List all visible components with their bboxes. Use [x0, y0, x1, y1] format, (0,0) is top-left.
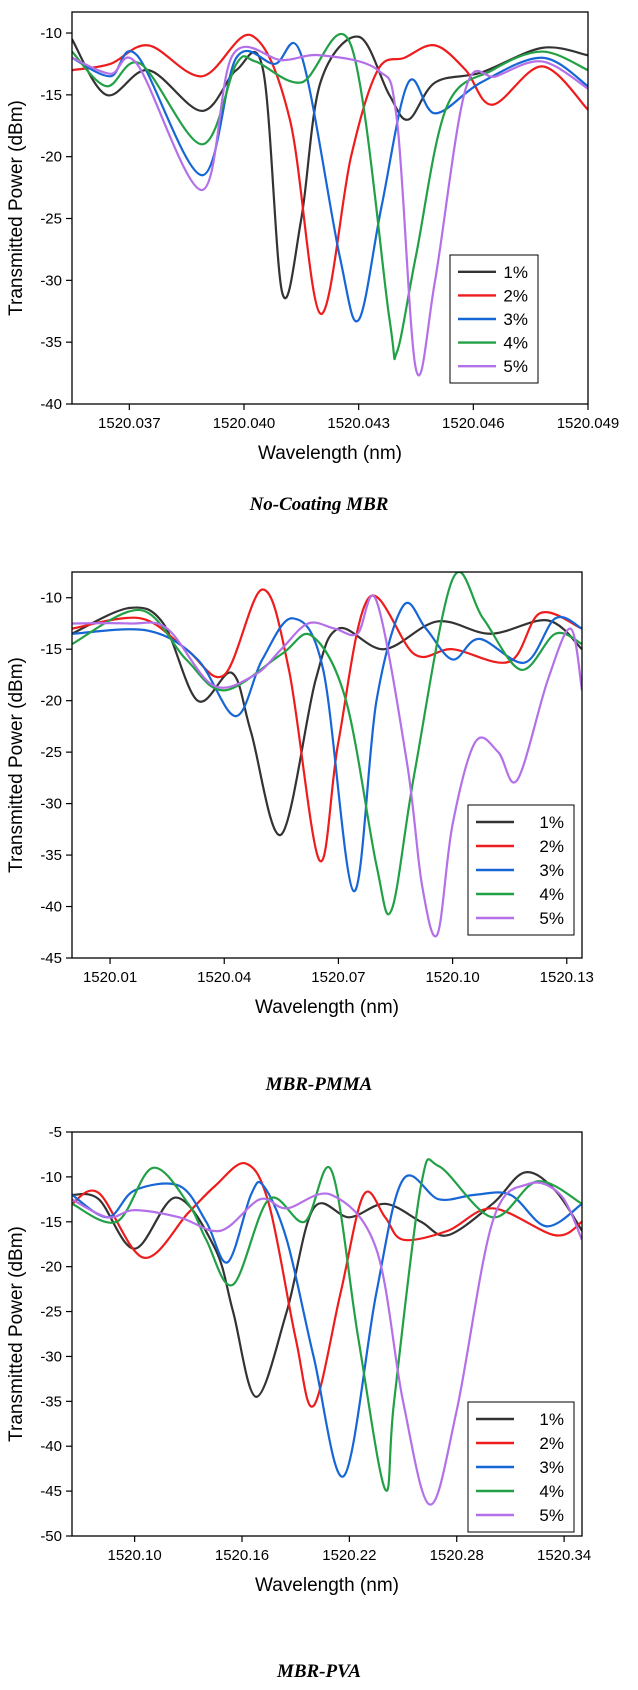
y-tick-label: -40 [40, 1438, 62, 1455]
chart-panel-pva: 1520.10 1520.16 1520.22 1520.28 1520.34 -50 -4… [0, 1120, 638, 1690]
y-tick-label: -20 [40, 149, 62, 166]
y-tick-label: -25 [40, 211, 62, 228]
series-line-5 [72, 45, 588, 377]
y-tick-label: -40 [40, 899, 62, 916]
x-tick-label: 1520.07 [311, 969, 365, 986]
y-tick-label: -25 [40, 744, 62, 761]
y-tick-label: -35 [40, 1393, 62, 1410]
x-axis-title: Wavelength (nm) [258, 443, 402, 464]
legend-label: 1% [539, 813, 564, 832]
series-line-3 [72, 41, 588, 323]
chart-no-coating: 1520.037 1520.040 1520.043 1520.046 1520.049… [6, 11, 620, 464]
x-tick-label: 1520.28 [430, 1547, 484, 1564]
y-tick-label: -15 [40, 1214, 62, 1231]
legend-label: 5% [539, 909, 564, 928]
y-tick-label: -30 [40, 272, 62, 289]
x-tick-label: 1520.34 [537, 1547, 591, 1564]
y-tick-label: -25 [40, 1304, 62, 1321]
chart-pmma: 1520.01 1520.04 1520.07 1520.10 1520.13 -45 -4… [6, 571, 594, 1018]
legend-label: 3% [503, 310, 528, 329]
series-line-1 [72, 606, 582, 836]
y-tick-label: -50 [40, 1528, 62, 1545]
series-line-2 [72, 33, 588, 315]
chart-caption: No-Coating MBR [249, 494, 389, 515]
legend-label: 3% [539, 1458, 564, 1477]
y-tick-label: -45 [40, 1483, 62, 1500]
x-tick-label: 1520.049 [557, 415, 620, 432]
x-tick-label: 1520.043 [327, 415, 390, 432]
y-axis-title: Transmitted Power (dBm) [6, 100, 27, 316]
legend-label: 2% [539, 837, 564, 856]
legend-label: 2% [503, 286, 528, 305]
chart-panel-pmma: 1520.01 1520.04 1520.07 1520.10 1520.13 -45 -4… [0, 560, 638, 1120]
y-tick-label: -30 [40, 796, 62, 813]
series-line-1 [72, 1171, 582, 1398]
y-tick-label: -15 [40, 87, 62, 104]
legend-label: 1% [503, 263, 528, 282]
y-tick-label: -5 [49, 1124, 62, 1141]
y-tick-label: -20 [40, 1259, 62, 1276]
series-line-3 [72, 1174, 582, 1478]
legend-label: 3% [539, 861, 564, 880]
series-line-5 [72, 1181, 582, 1506]
legend-label: 5% [503, 357, 528, 376]
legend-label: 4% [539, 885, 564, 904]
series-line-4 [72, 1158, 582, 1492]
series-line-5 [72, 594, 582, 938]
x-tick-label: 1520.037 [98, 415, 161, 432]
series-line-3 [72, 602, 582, 893]
x-axis-title: Wavelength (nm) [255, 997, 399, 1018]
y-tick-label: -10 [40, 1169, 62, 1186]
series-line-4 [72, 33, 588, 361]
plot-frame [71, 571, 583, 959]
x-tick-label: 1520.01 [83, 969, 137, 986]
x-tick-label: 1520.046 [442, 415, 505, 432]
series-line-4 [72, 572, 582, 916]
y-tick-label: -15 [40, 641, 62, 658]
y-axis-title: Transmitted Power (dBm) [6, 657, 27, 873]
y-tick-label: -35 [40, 334, 62, 351]
legend-label: 5% [539, 1506, 564, 1525]
chart-pva: 1520.10 1520.16 1520.22 1520.28 1520.34 -50 -4… [6, 1124, 591, 1596]
legend-label: 4% [539, 1482, 564, 1501]
x-tick-label: 1520.10 [425, 969, 479, 986]
legend-label: 1% [539, 1410, 564, 1429]
x-tick-label: 1520.040 [213, 415, 276, 432]
y-tick-label: -20 [40, 693, 62, 710]
series-line-1 [72, 35, 588, 300]
x-tick-label: 1520.04 [197, 969, 251, 986]
chart-caption: MBR-PMMA [265, 1074, 373, 1095]
legend-label: 2% [539, 1434, 564, 1453]
x-tick-label: 1520.16 [215, 1547, 269, 1564]
y-tick-label: -40 [40, 396, 62, 413]
x-tick-label: 1520.22 [322, 1547, 376, 1564]
plot-frame [71, 1131, 583, 1537]
chart-caption: MBR-PVA [276, 1661, 362, 1682]
chart-panel-no-coating: 1520.037 1520.040 1520.043 1520.046 1520.049… [0, 0, 638, 520]
series-line-2 [72, 1162, 582, 1408]
x-tick-label: 1520.10 [108, 1547, 162, 1564]
y-tick-label: -35 [40, 847, 62, 864]
y-tick-label: -30 [40, 1348, 62, 1365]
legend-label: 4% [503, 334, 528, 353]
x-tick-label: 1520.13 [540, 969, 594, 986]
plot-frame [71, 11, 589, 405]
y-axis-title: Transmitted Power (dBm) [6, 1226, 27, 1442]
y-tick-label: -45 [40, 950, 62, 967]
y-tick-label: -10 [40, 25, 62, 42]
y-tick-label: -10 [40, 590, 62, 607]
x-axis-title: Wavelength (nm) [255, 1575, 399, 1596]
